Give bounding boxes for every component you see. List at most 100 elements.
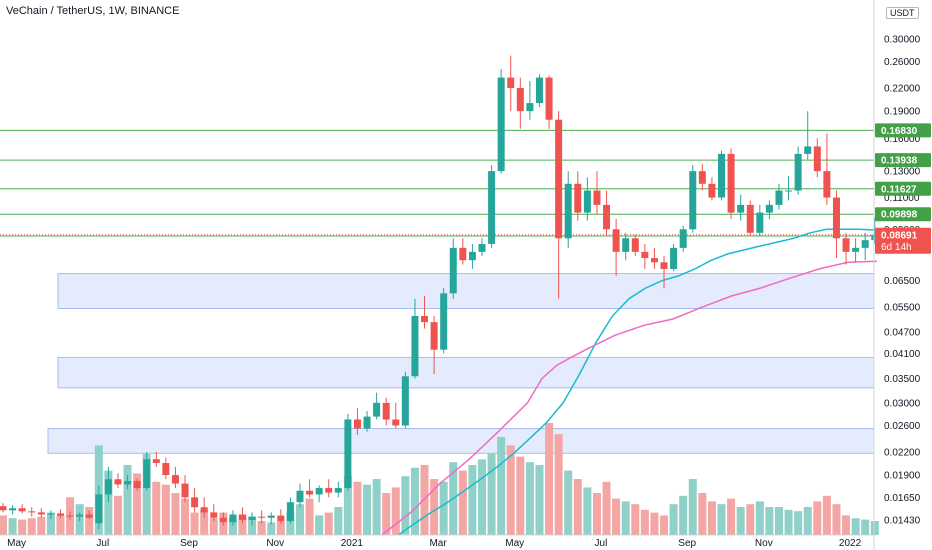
candle [852,238,860,263]
candle-body [650,258,658,263]
candle-body [497,77,505,172]
volume-bar [161,484,170,535]
candle [277,509,285,524]
candle-body [363,416,371,429]
candle [0,503,7,513]
volume-bar [458,470,467,535]
volume-bar [660,515,669,535]
volume-bar [420,465,429,535]
candle [823,133,831,205]
candle [28,507,36,517]
volume-bar [813,501,822,535]
y-tick-label: 0.04700 [884,327,921,338]
candle-body [430,322,438,350]
x-tick-label: Mar [429,538,447,549]
x-tick-label: Nov [266,538,284,549]
candle [344,413,352,491]
candle [248,512,256,526]
volume-bar [104,470,113,535]
candle [785,176,793,201]
x-tick-label: 2022 [839,538,862,549]
price-tags: 0.168300.139380.116270.098980.086260.086… [875,123,931,254]
y-tick-label: 0.06500 [884,276,921,287]
y-tick-label: 0.22000 [884,84,921,95]
volume-bar [27,518,36,535]
candle-body [698,171,706,184]
volume-bar [746,504,755,535]
candle [832,190,840,259]
candle [603,190,611,237]
candle-body [306,490,314,495]
candle [631,234,639,256]
currency-button[interactable]: USDT [886,7,919,19]
candle [66,511,74,520]
volume-bar [535,465,544,535]
x-tick-label: Sep [180,538,198,549]
volume-bar [113,495,122,535]
candle [641,243,649,269]
candle [650,247,658,269]
ma-slow-line [381,260,878,536]
candle [76,512,84,522]
candle-body [162,463,170,476]
candle [9,505,17,515]
candle [746,200,754,237]
candle-body [708,183,716,198]
volume-bar [497,437,506,535]
candle-body [871,234,879,241]
y-tick-label: 0.13000 [884,167,921,178]
volume-bar [391,487,400,535]
candle-body [401,376,409,426]
candle [842,232,850,265]
volume-bar [267,522,276,535]
candle-body [353,419,361,429]
candle-body [104,479,112,495]
candle-body [593,190,601,205]
candle [660,255,668,289]
level-price-label: 0.11627 [881,184,917,195]
candle [622,232,630,261]
candle [124,475,132,489]
candle-body [114,479,122,485]
candle-body [564,183,572,239]
y-tick-label: 0.30000 [884,35,921,46]
support-zones [47,273,875,454]
candle [363,410,371,432]
candle [181,475,189,503]
candle-body [382,402,390,420]
candle-body [411,315,419,377]
candle [804,111,812,160]
volume-bar [765,507,774,535]
volume-bar [583,487,592,535]
candle-body [468,251,476,261]
candle [689,165,697,233]
candle-body [832,197,840,239]
candle [267,512,275,525]
volume-bar [152,481,161,535]
volume-bar [612,498,621,535]
candle [334,481,342,498]
candle-body [133,480,141,489]
candle [545,75,553,129]
volume-bar [363,484,372,535]
candle-body [344,419,352,489]
volume-bar [640,509,649,535]
candle [708,177,716,201]
y-tick-label: 0.03500 [884,374,921,385]
candle-body [181,483,189,498]
candle-body [152,459,160,464]
volume-bar [0,515,7,535]
volume-bar [468,465,477,535]
candle [756,204,764,237]
candle [95,485,103,530]
candle [171,466,179,489]
volume-bar [774,507,783,535]
level-lines [0,129,874,237]
candle [373,392,381,420]
volume-bar [487,453,496,535]
x-tick-label: 2021 [341,538,364,549]
volume-bar [209,518,218,535]
level-price-tag [875,181,931,196]
bar-countdown-label: 6d 14h [881,242,912,253]
